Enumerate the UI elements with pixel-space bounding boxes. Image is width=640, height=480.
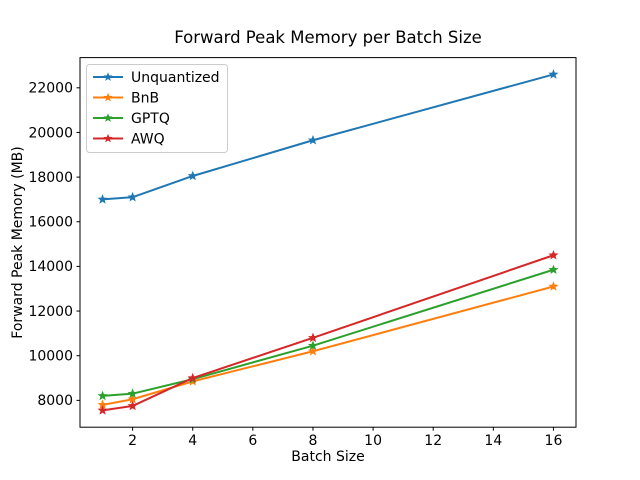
legend-label: Unquantized <box>131 70 220 86</box>
series-marker-bnb <box>307 345 319 356</box>
y-axis-label: Forward Peak Memory (MB) <box>10 146 26 338</box>
series-marker-unquantized <box>97 194 108 204</box>
y-tick-label: 16000 <box>28 215 73 231</box>
series-line-bnb <box>102 285 554 406</box>
series-marker-gptq <box>548 264 559 275</box>
series-marker-awq <box>97 405 108 415</box>
series-marker-gptq <box>127 388 138 398</box>
y-tick-label: 14000 <box>28 259 73 275</box>
legend-star-icon <box>103 92 113 102</box>
series-marker-unquantized <box>548 69 559 79</box>
x-tick-label: 4 <box>188 433 197 449</box>
legend-star-icon <box>103 133 113 143</box>
series-marker-gptq <box>97 390 108 401</box>
x-tick-label: 2 <box>128 433 137 449</box>
series-marker-bnb <box>548 281 559 291</box>
x-tick-label: 6 <box>248 433 257 449</box>
series-marker-bnb <box>127 393 138 404</box>
y-tick-label: 8000 <box>37 393 73 409</box>
x-tick-label: 14 <box>484 433 502 449</box>
x-tick-label: 8 <box>309 433 318 449</box>
series-marker-awq <box>548 249 559 260</box>
x-tick-label: 12 <box>424 433 442 449</box>
legend-label: AWQ <box>131 131 165 147</box>
x-axis-label: Batch Size <box>291 449 364 465</box>
series-marker-awq <box>127 400 138 411</box>
legend-star-icon <box>103 113 113 122</box>
plot-area-spines <box>79 57 577 428</box>
series-marker-bnb <box>97 399 108 410</box>
y-tick-label: 12000 <box>28 304 73 320</box>
series-marker-awq <box>187 372 198 383</box>
legend-box <box>86 64 228 153</box>
legend-label: BnB <box>131 90 159 106</box>
series-marker-unquantized <box>187 170 198 181</box>
x-tick-label: 16 <box>545 433 563 449</box>
legend-label: GPTQ <box>131 111 170 127</box>
series-marker-unquantized <box>307 134 319 145</box>
y-tick-label: 22000 <box>28 81 73 97</box>
series-marker-gptq <box>307 340 319 350</box>
series-marker-unquantized <box>127 191 138 202</box>
y-tick-label: 10000 <box>28 349 73 365</box>
chart-title: Forward Peak Memory per Batch Size <box>174 28 482 47</box>
legend-star-icon <box>103 72 113 81</box>
series-marker-awq <box>307 332 319 343</box>
x-tick-label: 10 <box>364 433 382 449</box>
y-tick-label: 18000 <box>28 170 73 186</box>
y-tick-label: 20000 <box>28 125 73 141</box>
